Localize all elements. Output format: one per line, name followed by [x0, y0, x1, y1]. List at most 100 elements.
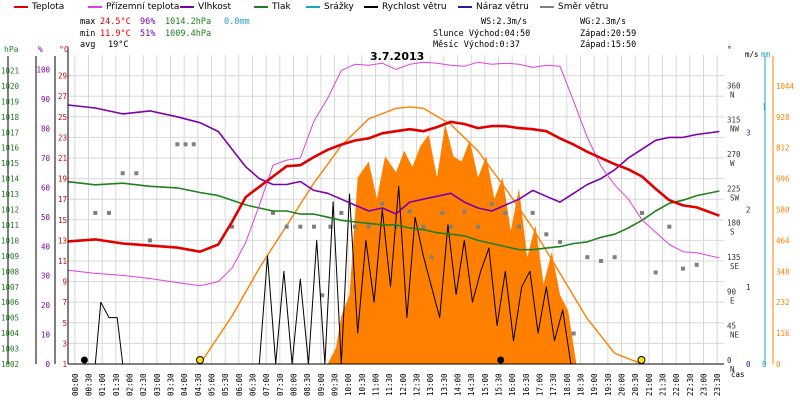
- solar-tick-label: 928: [776, 113, 790, 122]
- solar-tick-label: 580: [776, 206, 790, 215]
- x-tick-label: 02:30: [139, 373, 148, 396]
- legend-item: Tlak: [254, 2, 291, 12]
- humidity-line: [67, 104, 720, 215]
- pressure-tick-label: 1014: [1, 175, 20, 184]
- temperature-tick-label: 27: [58, 92, 67, 101]
- legend-swatch: [540, 5, 554, 8]
- stat-wg: WG:2.3m/s: [580, 17, 627, 27]
- pressure-tick-label: 1013: [1, 190, 19, 199]
- wind-direction-point: [558, 239, 562, 244]
- x-tick-label: 01:30: [112, 373, 121, 396]
- temperature-tick-label: 29: [58, 72, 67, 81]
- rain-tick-label: 1: [762, 103, 767, 112]
- pressure-unit: hPa: [4, 45, 19, 54]
- x-tick-label: 09:30: [331, 373, 340, 396]
- wind-direction-point: [107, 210, 111, 215]
- wind-direction-point: [394, 224, 398, 229]
- wind-direction-point: [312, 224, 316, 229]
- humidity-tick-label: 90: [41, 95, 51, 104]
- x-tick-label: 06:00: [235, 373, 244, 396]
- solar-tick-label: 1044: [776, 82, 795, 91]
- wind-direction-tick-label: 90: [727, 287, 737, 296]
- stat-max-rain: 0.0mm: [224, 17, 250, 27]
- solar-tick-label: 464: [776, 236, 790, 245]
- legend-item: Směr větru: [540, 2, 608, 12]
- x-tick-label: 02:00: [126, 373, 135, 396]
- legend-label: Směr větru: [558, 2, 609, 12]
- wind-direction-tick-label: 360: [727, 81, 741, 90]
- temperature-tick-label: 23: [58, 133, 67, 142]
- wind-direction-point: [191, 142, 196, 147]
- wind-direction-compass-label: SW: [730, 193, 740, 202]
- legend-swatch: [458, 5, 472, 8]
- temperature-unit: °C: [59, 45, 69, 54]
- wind-direction-point: [120, 171, 125, 176]
- wind-direction-point: [640, 210, 644, 215]
- x-tick-label: 12:30: [413, 373, 422, 396]
- x-tick-label: 17:30: [549, 373, 558, 396]
- pressure-tick-label: 1015: [1, 159, 19, 168]
- humidity-tick-label: 40: [41, 242, 51, 251]
- x-tick-label: 06:30: [249, 373, 258, 396]
- pressure-tick-label: 1006: [1, 298, 20, 307]
- x-tick-label: 10:00: [344, 373, 353, 396]
- solar-tick-label: 812: [776, 144, 790, 153]
- wind-direction-point: [599, 259, 603, 263]
- pressure-tick-label: 1008: [1, 267, 20, 276]
- humidity-tick-label: 70: [41, 154, 51, 163]
- stat-min-label: min: [80, 29, 96, 39]
- legend-item: Vlhkost: [180, 2, 231, 12]
- wind-direction-point: [517, 224, 521, 229]
- legend-label: Tlak: [272, 2, 291, 12]
- wind-direction-point: [284, 224, 289, 229]
- wind-direction-point: [462, 209, 467, 214]
- x-tick-label: 16:00: [508, 373, 517, 396]
- stat-sun-rise: Slunce Východ:04:50: [433, 29, 531, 39]
- solar-layer: [199, 106, 643, 365]
- wind-direction-compass-label: NE: [730, 331, 740, 340]
- x-tick-label: 04:00: [180, 373, 189, 396]
- x-tick-label: 08:30: [303, 373, 312, 396]
- wind-direction-tick-label: 135: [727, 253, 741, 262]
- x-tick-label: 22:00: [672, 373, 681, 396]
- stat-ws: WS:2.3m/s: [481, 17, 528, 27]
- pressure-tick-label: 1003: [1, 345, 19, 354]
- temperature-tick-label: 21: [58, 154, 67, 163]
- stat-sun-set: Západ:20:59: [580, 29, 637, 39]
- stat-max-label: max: [80, 17, 96, 27]
- temperature-tick-label: 5: [62, 319, 67, 328]
- solar-tick-label: 116: [776, 329, 790, 338]
- humidity-tick-label: 30: [41, 272, 51, 281]
- wind-direction-point: [320, 293, 325, 298]
- wind-direction-point: [489, 201, 494, 206]
- legend-item: Srážky: [306, 2, 354, 12]
- wind-direction-point: [339, 210, 344, 215]
- stat-max-press: 1014.2hPa: [165, 17, 212, 27]
- wind-direction-point: [667, 224, 672, 229]
- legend: Teplota Přízemní teplota Vlhkost Tlak Srážky…: [0, 0, 800, 16]
- wind-direction-point: [134, 171, 139, 176]
- legend-label: Teplota: [32, 2, 65, 12]
- stat-moon-set: Západ:15:50: [580, 40, 637, 50]
- legend-swatch: [364, 5, 378, 8]
- x-tick-label: 05:00: [208, 373, 217, 396]
- humidity-tick-label: 50: [41, 213, 51, 222]
- temperature-line: [67, 120, 720, 253]
- humidity-tick-label: 10: [41, 331, 51, 340]
- stat-min-press: 1009.4hPa: [165, 29, 212, 39]
- solar-tick-label: 232: [776, 298, 790, 307]
- wind-direction-compass-label: E: [730, 296, 735, 305]
- x-tick-label: 22:30: [686, 373, 695, 396]
- legend-label: Přízemní teplota: [106, 2, 180, 12]
- wind-speed-tick-label: 1: [746, 283, 751, 292]
- legend-label: Srážky: [324, 2, 354, 12]
- x-tick-label: 19:00: [590, 373, 599, 396]
- wind-direction-compass-label: W: [730, 159, 735, 168]
- x-tick-label: 05:30: [221, 373, 230, 396]
- wind-speed-unit: m/s: [745, 50, 759, 59]
- x-tick-label: 21:00: [645, 373, 654, 396]
- pressure-line: [67, 180, 720, 251]
- wind-speed-tick-label: 3: [746, 128, 751, 137]
- x-tick-label: 15:30: [495, 373, 504, 396]
